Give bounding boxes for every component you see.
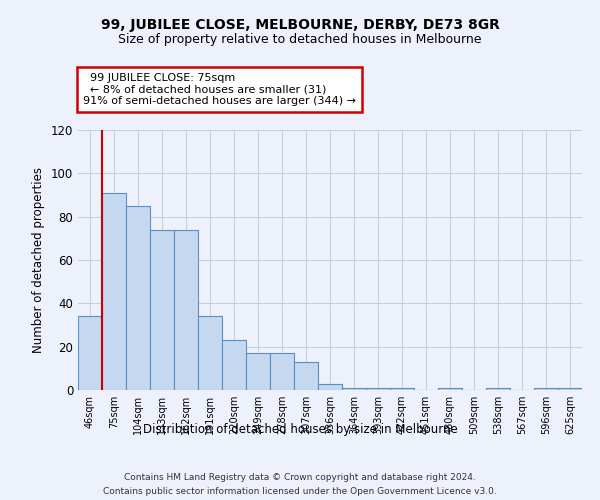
Bar [366, 388, 390, 390]
Text: Contains HM Land Registry data © Crown copyright and database right 2024.: Contains HM Land Registry data © Crown c… [124, 472, 476, 482]
Bar [318, 384, 342, 390]
Bar [390, 388, 414, 390]
Bar [246, 353, 270, 390]
Bar [174, 230, 198, 390]
Bar [294, 362, 318, 390]
Text: Distribution of detached houses by size in Melbourne: Distribution of detached houses by size … [143, 422, 457, 436]
Bar [558, 388, 582, 390]
Text: 99 JUBILEE CLOSE: 75sqm
  ← 8% of detached houses are smaller (31)
91% of semi-d: 99 JUBILEE CLOSE: 75sqm ← 8% of detached… [83, 73, 356, 106]
Text: Contains public sector information licensed under the Open Government Licence v3: Contains public sector information licen… [103, 488, 497, 496]
Text: Size of property relative to detached houses in Melbourne: Size of property relative to detached ho… [118, 32, 482, 46]
Bar [222, 340, 246, 390]
Bar [102, 193, 126, 390]
Text: 99, JUBILEE CLOSE, MELBOURNE, DERBY, DE73 8GR: 99, JUBILEE CLOSE, MELBOURNE, DERBY, DE7… [101, 18, 499, 32]
Bar [342, 388, 366, 390]
Bar [486, 388, 510, 390]
Bar [198, 316, 222, 390]
Bar [534, 388, 558, 390]
Y-axis label: Number of detached properties: Number of detached properties [32, 167, 45, 353]
Bar [78, 316, 102, 390]
Bar [438, 388, 462, 390]
Bar [270, 353, 294, 390]
Bar [150, 230, 174, 390]
Bar [126, 206, 150, 390]
